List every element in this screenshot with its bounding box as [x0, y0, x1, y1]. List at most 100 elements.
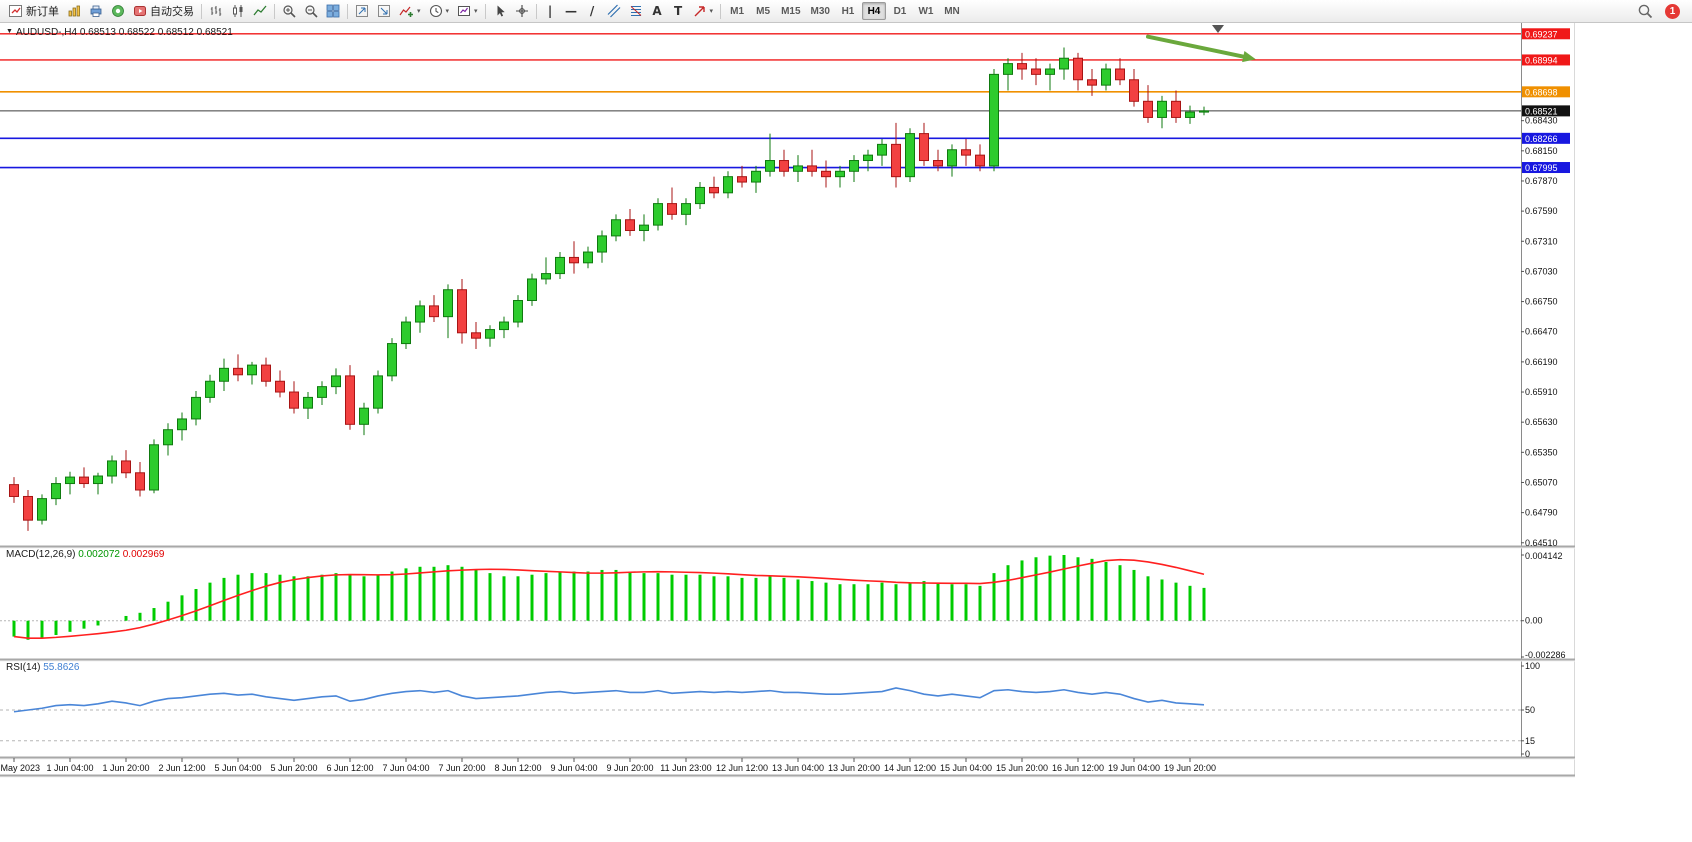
notification-badge[interactable]: 1 — [1665, 3, 1680, 19]
cursor-button[interactable] — [489, 1, 511, 21]
timeframe-d1[interactable]: D1 — [888, 2, 912, 20]
symbol-title: AUDUSD-,H4 — [15, 27, 78, 38]
svg-text:13 Jun 04:00: 13 Jun 04:00 — [772, 763, 824, 773]
community-button[interactable] — [107, 1, 129, 21]
timeframe-m1[interactable]: M1 — [725, 2, 749, 20]
svg-text:0.67995: 0.67995 — [1525, 163, 1558, 173]
time-axis: 31 May 2023 1 Jun 04:00 1 Jun 20:00 2 Jun 1… — [0, 758, 1216, 773]
macd-panel: 0.004142 0.00 -0.002286 — [0, 551, 1566, 660]
rsi-name: RSI(14) — [6, 662, 41, 673]
new-order-button[interactable]: 新订单 — [4, 1, 63, 21]
chart-frame — [0, 23, 1575, 778]
svg-text:9 Jun 20:00: 9 Jun 20:00 — [606, 763, 653, 773]
timeframe-w1[interactable]: W1 — [914, 2, 938, 20]
horizontal-line-button[interactable]: — — [561, 1, 582, 21]
svg-text:19 Jun 20:00: 19 Jun 20:00 — [1164, 763, 1216, 773]
autotrading-label: 自动交易 — [150, 6, 194, 18]
timeframe-h4[interactable]: H4 — [861, 2, 886, 20]
svg-text:5 Jun 20:00: 5 Jun 20:00 — [270, 763, 317, 773]
text-button[interactable]: A — [647, 1, 668, 21]
zoom-out-icon — [305, 5, 318, 18]
crosshair-button[interactable] — [511, 1, 533, 21]
svg-text:31 May 2023: 31 May 2023 — [0, 763, 40, 773]
svg-text:13 Jun 20:00: 13 Jun 20:00 — [828, 763, 880, 773]
svg-text:8 Jun 12:00: 8 Jun 12:00 — [494, 763, 541, 773]
toolbar-separator — [484, 3, 486, 19]
timeframe-switcher: M1 M5 M15 M30 H1 H4 D1 W1 MN — [724, 2, 965, 20]
svg-text:50: 50 — [1525, 705, 1535, 715]
svg-text:0.68698: 0.68698 — [1525, 87, 1558, 97]
level-lines: 0.69237 0.68994 0.68698 0.68266 0.67995 0.685… — [0, 28, 1570, 174]
fibonacci-button[interactable] — [625, 1, 647, 21]
svg-text:1 Jun 04:00: 1 Jun 04:00 — [46, 763, 93, 773]
svg-text:0.67590: 0.67590 — [1525, 206, 1558, 216]
text-label-button[interactable]: T — [668, 1, 689, 21]
channel-button[interactable] — [603, 1, 625, 21]
svg-text:0.64790: 0.64790 — [1525, 508, 1558, 518]
timeframe-mn[interactable]: MN — [940, 2, 964, 20]
macd-name: MACD(12,26,9) — [6, 549, 76, 560]
charts-icon — [68, 5, 80, 17]
timeframe-m5[interactable]: M5 — [751, 2, 775, 20]
svg-text:19 Jun 04:00: 19 Jun 04:00 — [1108, 763, 1160, 773]
candlestick-button[interactable] — [227, 1, 249, 21]
macd-value: 0.002072 — [78, 549, 120, 560]
tile-windows-button[interactable] — [322, 1, 344, 21]
toolbar-separator — [201, 3, 202, 19]
zoom-in-button[interactable] — [278, 1, 300, 21]
indicators-button[interactable]: ▾ — [395, 1, 425, 21]
templates-button[interactable]: ▾ — [453, 1, 482, 21]
svg-text:0.68521: 0.68521 — [1525, 106, 1558, 116]
window-menu-icon[interactable]: ▼ — [6, 28, 13, 35]
zoom-in-icon — [283, 5, 296, 18]
community-icon — [112, 5, 124, 17]
svg-text:0.65070: 0.65070 — [1525, 477, 1558, 487]
svg-text:0.004142: 0.004142 — [1525, 551, 1563, 561]
autotrading-button[interactable]: 自动交易 — [129, 1, 198, 21]
toolbar-separator — [535, 3, 537, 19]
dropdown-icon: ▾ — [417, 8, 421, 15]
search-button[interactable] — [1633, 1, 1657, 21]
line-chart-button[interactable] — [249, 1, 271, 21]
trendline-button[interactable]: / — [582, 1, 603, 21]
svg-text:7 Jun 04:00: 7 Jun 04:00 — [382, 763, 429, 773]
svg-text:0.68994: 0.68994 — [1525, 55, 1558, 65]
trendline-icon: / — [589, 4, 595, 18]
bar-chart-button[interactable] — [205, 1, 227, 21]
text-label-icon: T — [673, 4, 683, 18]
svg-text:0.67310: 0.67310 — [1525, 236, 1558, 246]
timeframe-m15[interactable]: M15 — [777, 2, 804, 20]
svg-text:0.68266: 0.68266 — [1525, 134, 1558, 144]
print-button[interactable] — [85, 1, 107, 21]
arrows-tool-button[interactable]: ▾ — [689, 1, 718, 21]
fibonacci-icon — [630, 6, 641, 16]
svg-text:0.68150: 0.68150 — [1525, 146, 1558, 156]
timeframe-m30[interactable]: M30 — [807, 2, 834, 20]
svg-text:9 Jun 04:00: 9 Jun 04:00 — [550, 763, 597, 773]
svg-text:16 Jun 12:00: 16 Jun 12:00 — [1052, 763, 1104, 773]
zoom-out-button[interactable] — [300, 1, 322, 21]
periods-button[interactable]: ▾ — [425, 1, 454, 21]
price-axis: 0.68430 0.68150 0.67870 0.67590 0.67310 0.670… — [1521, 116, 1558, 548]
toolbar-separator — [720, 3, 722, 19]
svg-text:15 Jun 20:00: 15 Jun 20:00 — [996, 763, 1048, 773]
templates-icon — [458, 6, 471, 16]
track-chart-button[interactable] — [373, 1, 395, 21]
svg-text:12 Jun 12:00: 12 Jun 12:00 — [716, 763, 768, 773]
crosshair-icon — [515, 5, 528, 17]
cursor-icon — [497, 5, 505, 17]
charts-button[interactable] — [63, 1, 85, 21]
macd-indicator-label: MACD(12,26,9) 0.002072 0.002969 — [6, 549, 164, 560]
text-icon: A — [652, 4, 662, 18]
auto-arrange-button[interactable] — [351, 1, 373, 21]
svg-text:0.65910: 0.65910 — [1525, 387, 1558, 397]
svg-text:15: 15 — [1525, 736, 1535, 746]
macd-signal-value: 0.002969 — [122, 549, 165, 560]
svg-text:0.66470: 0.66470 — [1525, 327, 1558, 337]
timeframe-h1[interactable]: H1 — [836, 2, 860, 20]
dropdown-icon: ▾ — [445, 8, 450, 15]
vertical-line-button[interactable]: | — [540, 1, 561, 21]
horizontal-line-icon: — — [565, 4, 578, 18]
line-chart-icon — [253, 5, 267, 16]
